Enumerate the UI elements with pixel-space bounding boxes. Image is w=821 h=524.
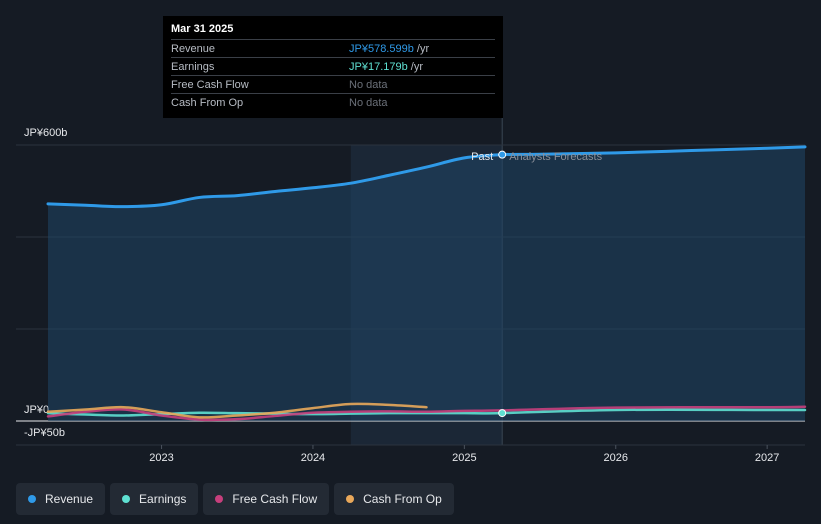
legend: Revenue Earnings Free Cash Flow Cash Fro…: [16, 483, 454, 515]
tooltip-label: Earnings: [171, 60, 215, 73]
cash-from-op-dot-icon: [346, 495, 355, 503]
x-tick-label: 2027: [755, 452, 779, 464]
tooltip-row-earnings: Earnings JP¥17.179b /yr: [171, 57, 495, 75]
legend-item-earnings[interactable]: Earnings: [110, 483, 199, 515]
y-tick-label: JP¥600b: [24, 127, 67, 139]
forecast-label: Analysts Forecasts: [509, 151, 602, 163]
free-cash-flow-line: [46, 405, 807, 422]
x-tick-label: 2025: [452, 452, 476, 464]
tooltip-value: No data: [349, 96, 388, 109]
tooltip: Mar 31 2025 Revenue JP¥578.599b /yr Earn…: [163, 16, 503, 118]
tooltip-value: No data: [349, 78, 388, 91]
legend-item-free-cash-flow[interactable]: Free Cash Flow: [203, 483, 330, 515]
free-cash-flow-dot-icon: [215, 495, 224, 503]
earnings-line: [46, 408, 807, 417]
y-tick-label: JP¥0: [24, 404, 49, 416]
tooltip-date: Mar 31 2025: [171, 23, 234, 35]
legend-label: Cash From Op: [363, 492, 442, 506]
x-tick-label: 2024: [301, 452, 325, 464]
past-label: Past: [471, 151, 493, 163]
tooltip-row-revenue: Revenue JP¥578.599b /yr: [171, 39, 495, 57]
legend-item-revenue[interactable]: Revenue: [16, 483, 106, 515]
cash-from-op-line: [46, 402, 428, 419]
tooltip-row-cfo: Cash From Op No data: [171, 93, 495, 111]
tooltip-label: Free Cash Flow: [171, 78, 249, 91]
tooltip-row-fcf: Free Cash Flow No data: [171, 75, 495, 93]
tooltip-label: Revenue: [171, 42, 216, 55]
revenue-line: [46, 145, 807, 209]
x-tick-label: 2023: [149, 452, 173, 464]
legend-label: Earnings: [139, 492, 187, 506]
revenue-marker: [499, 151, 506, 158]
tooltip-label: Cash From Op: [171, 96, 244, 109]
tooltip-value: JP¥17.179b: [349, 60, 408, 73]
y-tick-label: -JP¥50b: [24, 427, 65, 439]
tooltip-value: JP¥578.599b: [349, 42, 414, 55]
legend-item-cash-from-op[interactable]: Cash From Op: [334, 483, 454, 515]
revenue-area: [48, 146, 805, 421]
x-tick-label: 2026: [604, 452, 628, 464]
legend-label: Revenue: [45, 492, 94, 506]
tooltip-unit: /yr: [413, 42, 430, 55]
revenue-dot-icon: [28, 495, 36, 503]
earnings-dot-icon: [122, 495, 131, 503]
tooltip-unit: /yr: [407, 60, 423, 73]
legend-label: Free Cash Flow: [232, 492, 318, 506]
earnings-marker: [499, 410, 506, 417]
